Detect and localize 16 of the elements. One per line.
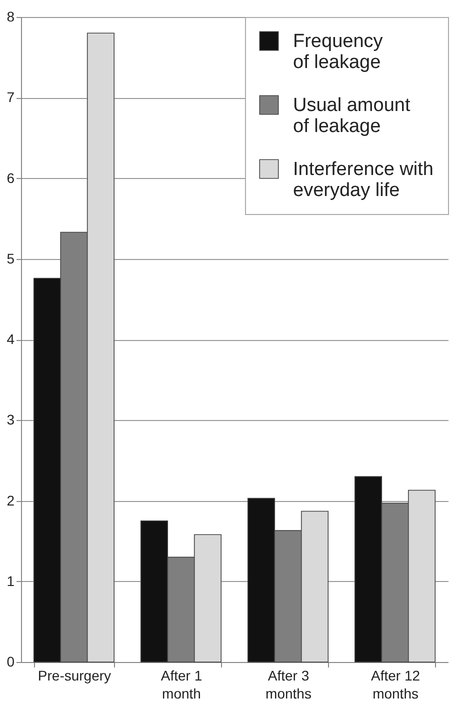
y-tick-label: 4 xyxy=(6,331,15,347)
x-tick-label: After 1 month xyxy=(160,668,202,702)
x-tick-label: Pre-surgery xyxy=(38,668,112,684)
x-tick-label: After 3 months xyxy=(266,668,312,702)
y-tick-label: 3 xyxy=(6,412,15,428)
y-tick-label: 5 xyxy=(6,250,15,266)
y-tick-label: 2 xyxy=(6,492,15,508)
x-tick-label: After 12 months xyxy=(371,668,420,702)
legend-label: Interference with everyday life xyxy=(293,159,434,201)
y-tick-label: 7 xyxy=(6,89,15,106)
y-tick-label: 6 xyxy=(6,170,15,186)
y-tick-label: 1 xyxy=(6,572,15,589)
legend-label: Usual amount of leakage xyxy=(293,95,411,137)
legend-label: Frequency of leakage xyxy=(293,31,384,73)
y-tick-label: 0 xyxy=(6,654,15,670)
y-tick-label: 8 xyxy=(6,8,15,24)
